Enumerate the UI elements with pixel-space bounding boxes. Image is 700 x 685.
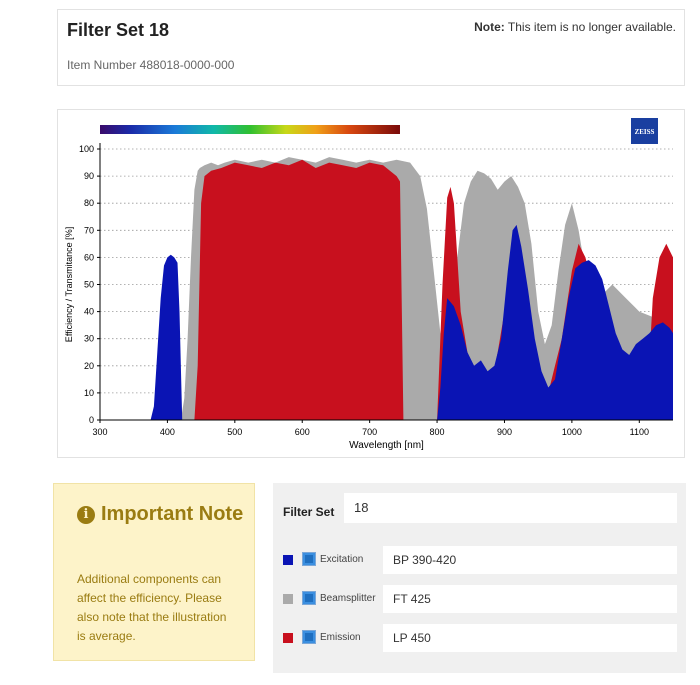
component-name: Emission xyxy=(320,632,361,643)
important-note-heading: i Important Note xyxy=(77,500,247,529)
important-note-body: Additional components can affect the eff… xyxy=(77,572,227,643)
y-tick-label: 100 xyxy=(79,144,94,154)
y-tick-label: 80 xyxy=(84,198,94,208)
beamsplitter-color-swatch xyxy=(283,594,293,604)
series-area-emission xyxy=(100,159,673,421)
y-tick-label: 70 xyxy=(84,225,94,235)
x-tick-label: 500 xyxy=(227,427,242,437)
y-axis-label: Efficiency / Transmitance [%] xyxy=(64,227,74,342)
y-tick-label: 50 xyxy=(84,280,94,290)
component-row-emission: Emission LP 450 xyxy=(283,624,677,652)
component-value: BP 390-420 xyxy=(383,546,677,574)
x-tick-label: 300 xyxy=(92,427,107,437)
x-tick-label: 900 xyxy=(497,427,512,437)
component-name: Beamsplitter xyxy=(320,593,376,604)
spectrum-chart-card: ZEISS 300 400 500 600 700 800 900 1000 1100 0 10 20 3… xyxy=(57,109,685,458)
zeiss-logo-icon xyxy=(631,118,658,144)
zeiss-logo-text: ZEISS xyxy=(635,128,655,136)
x-axis-label: Wavelength [nm] xyxy=(349,440,424,451)
component-row-excitation: Excitation BP 390-420 xyxy=(283,546,677,574)
spectrum-color-bar xyxy=(100,125,400,134)
filter-set-label: Filter Set xyxy=(283,505,335,519)
y-tick-label: 10 xyxy=(84,388,94,398)
beamsplitter-toggle-checkbox[interactable] xyxy=(302,591,316,605)
emission-color-swatch xyxy=(283,633,293,643)
y-tick-label: 20 xyxy=(84,361,94,371)
x-tick-label: 600 xyxy=(295,427,310,437)
availability-note: Note: This item is no longer available. xyxy=(474,20,676,34)
important-note-box: i Important Note Additional components ca… xyxy=(53,483,255,661)
filter-set-panel: Filter Set 18 Excitation BP 390-420 Beam… xyxy=(273,483,686,673)
x-tick-label: 400 xyxy=(160,427,175,437)
x-tick-label: 800 xyxy=(430,427,445,437)
emission-toggle-checkbox[interactable] xyxy=(302,630,316,644)
x-tick-label: 1100 xyxy=(630,427,649,437)
component-name: Excitation xyxy=(320,554,364,565)
component-value: LP 450 xyxy=(383,624,677,652)
excitation-color-swatch xyxy=(283,555,293,565)
y-tick-label: 30 xyxy=(84,334,94,344)
component-row-beamsplitter: Beamsplitter FT 425 xyxy=(283,585,677,613)
y-tick-label: 60 xyxy=(84,252,94,262)
spectrum-chart: ZEISS 300 400 500 600 700 800 900 1000 1100 0 10 20 3… xyxy=(64,118,673,451)
product-header: Filter Set 18 Item Number 488018-0000-00… xyxy=(57,9,685,86)
note-text: This item is no longer available. xyxy=(507,20,676,34)
x-tick-label: 700 xyxy=(362,427,377,437)
item-number: Item Number 488018-0000-000 xyxy=(67,58,235,72)
component-value: FT 425 xyxy=(383,585,677,613)
y-tick-label: 40 xyxy=(84,307,94,317)
page-title: Filter Set 18 xyxy=(67,20,170,40)
excitation-toggle-checkbox[interactable] xyxy=(302,552,316,566)
filter-set-value: 18 xyxy=(344,493,677,523)
series-area-excitation xyxy=(100,224,673,420)
y-tick-label: 0 xyxy=(89,415,94,425)
y-tick-label: 90 xyxy=(84,171,94,181)
note-label: Note: xyxy=(474,20,505,34)
important-note-title: Important Note xyxy=(101,503,244,525)
x-tick-label: 1000 xyxy=(562,427,582,437)
info-icon: i xyxy=(77,506,95,524)
